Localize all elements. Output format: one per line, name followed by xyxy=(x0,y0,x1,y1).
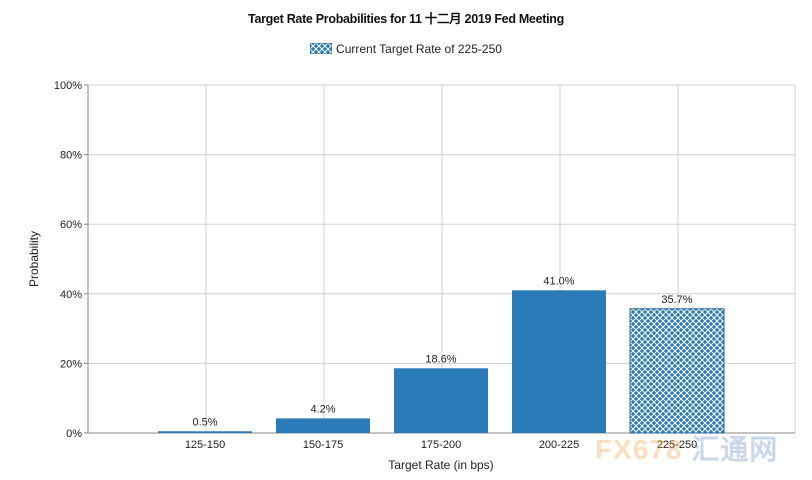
y-tick-label: 0% xyxy=(66,428,82,440)
data-label: 0.5% xyxy=(192,416,217,428)
y-axis-label: Probability xyxy=(27,231,41,287)
y-tick-label: 60% xyxy=(60,219,82,231)
data-label: 41.0% xyxy=(543,275,574,287)
bar-225-250 xyxy=(629,308,725,434)
x-tick-label: 150-175 xyxy=(303,439,343,451)
x-tick-label: 200-225 xyxy=(539,439,579,451)
y-tick-label: 40% xyxy=(60,289,82,301)
y-tick-label: 100% xyxy=(54,80,82,92)
legend-swatch-hatched xyxy=(310,43,333,54)
chart-title: Target Rate Probabilities for 11 十二月 201… xyxy=(248,12,564,26)
y-tick-label: 80% xyxy=(60,150,82,162)
x-tick-label: 125-150 xyxy=(185,439,225,451)
bar-200-225 xyxy=(512,290,606,433)
bar-125-150 xyxy=(158,431,252,433)
x-tick-label: 175-200 xyxy=(421,439,461,451)
watermark-fx: FX678 xyxy=(595,434,683,465)
y-tick-label: 20% xyxy=(60,358,82,370)
data-label: 18.6% xyxy=(425,353,456,365)
x-tick-label: 225-250 xyxy=(657,439,697,451)
watermark-cn: 汇通网 xyxy=(691,434,779,465)
watermark: FX678 汇通网 xyxy=(595,428,778,468)
data-label: 4.2% xyxy=(310,403,335,415)
bar-175-200 xyxy=(394,368,488,433)
data-label: 35.7% xyxy=(661,294,692,306)
legend-label: Current Target Rate of 225-250 xyxy=(336,42,502,56)
legend: Current Target Rate of 225-250 xyxy=(0,42,812,56)
bar-150-175 xyxy=(276,418,370,433)
x-axis-label: Target Rate (in bps) xyxy=(388,458,493,472)
